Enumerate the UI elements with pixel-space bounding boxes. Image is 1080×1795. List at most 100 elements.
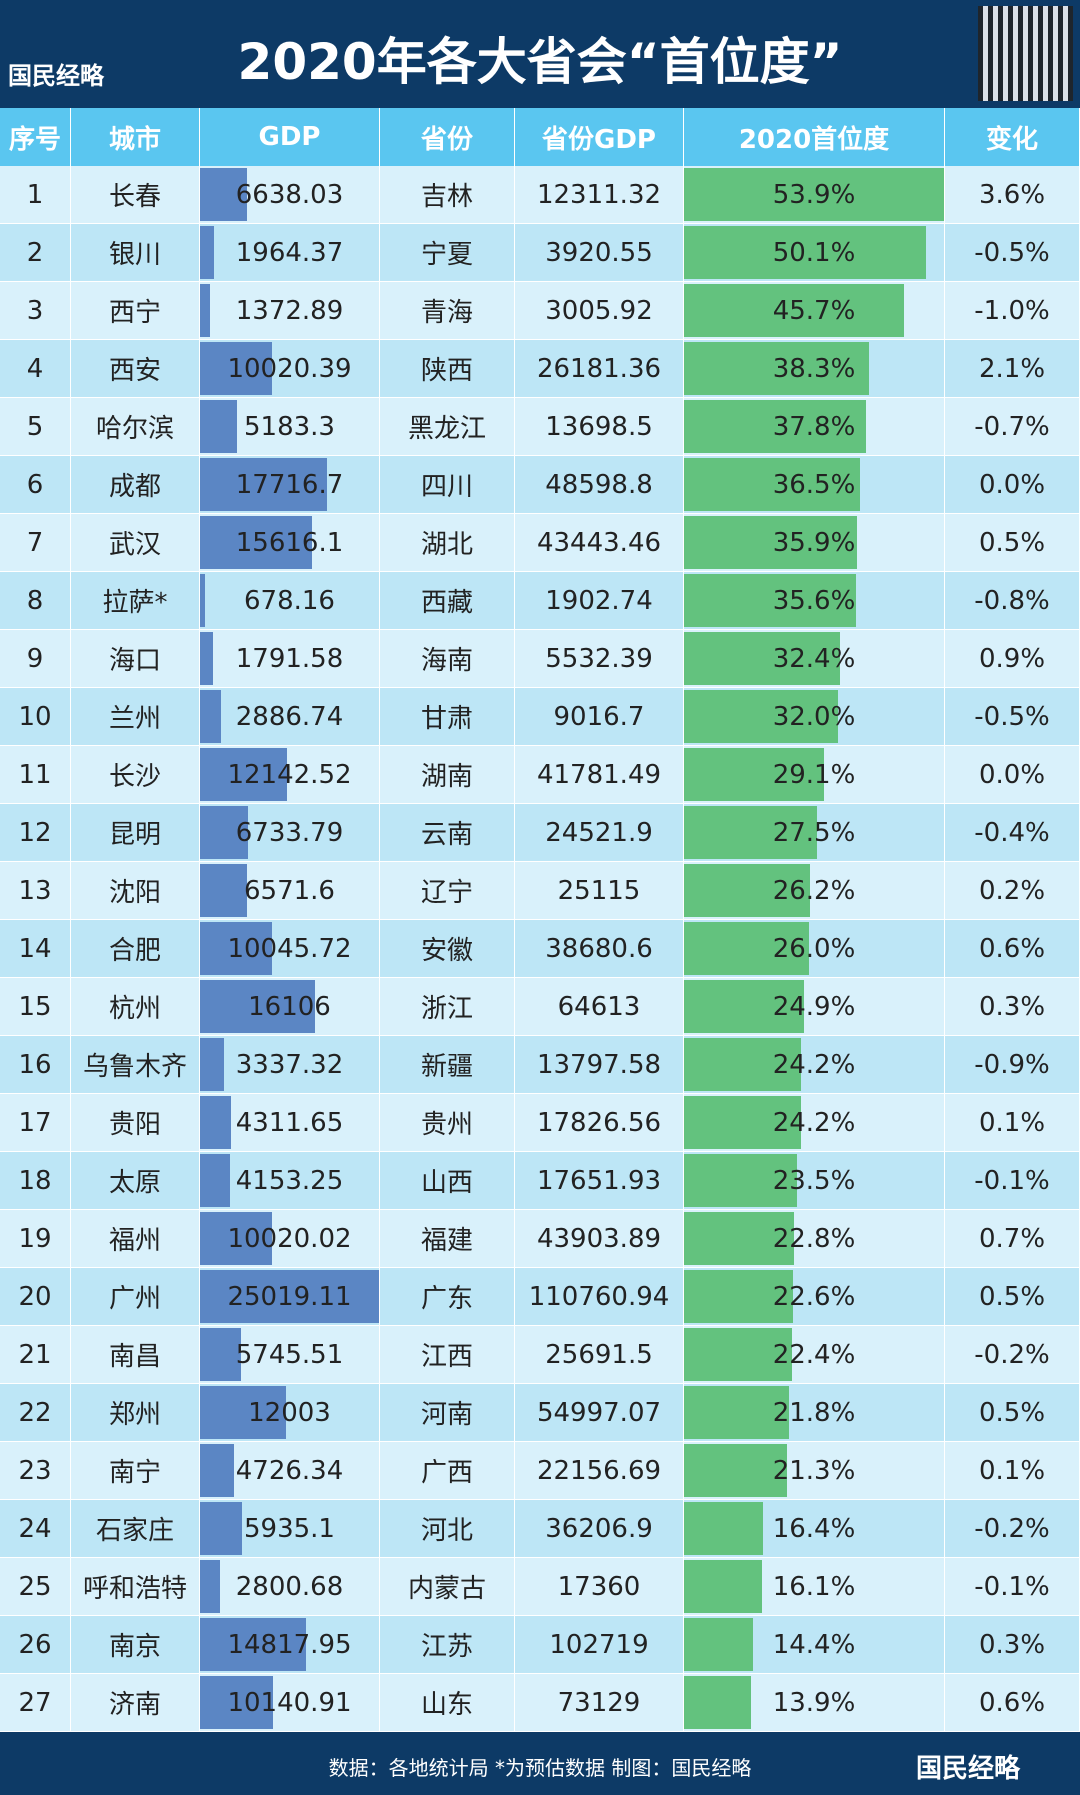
cell-text: 0.5% <box>978 1397 1046 1428</box>
cell-text: 宁夏 <box>420 240 473 270</box>
cell-text: -0.1% <box>974 1571 1050 1602</box>
cell-text: 6638.03 <box>235 179 344 210</box>
table-cell: 10140.91 <box>200 1674 380 1731</box>
table-cell: 22.6% <box>684 1268 945 1325</box>
table-cell: 8 <box>0 572 71 629</box>
table-row: 1 长春 6638.03 吉林 12311.32 53.9% 3.6% <box>0 166 1080 224</box>
primacy-bar <box>684 980 805 1033</box>
table-cell: 0.5% <box>945 514 1080 571</box>
table-cell: 17716.7 <box>200 456 380 513</box>
cell-text: 9 <box>26 643 44 674</box>
primacy-bar <box>684 1676 752 1729</box>
cell-text: 13.9% <box>772 1687 856 1718</box>
table-row: 27 济南 10140.91 山东 73129 13.9% 0.6% <box>0 1674 1080 1732</box>
cell-text: 石家庄 <box>95 1516 174 1546</box>
table-cell: 4311.65 <box>200 1094 380 1151</box>
table-cell: 3.6% <box>945 166 1080 223</box>
cell-text: 南昌 <box>108 1342 161 1372</box>
table-cell: 0.3% <box>945 1616 1080 1673</box>
gdp-bar <box>200 516 312 569</box>
table-row: 16 乌鲁木齐 3337.32 新疆 13797.58 24.2% -0.9% <box>0 1036 1080 1094</box>
table-cell: 广州 <box>71 1268 200 1325</box>
table-cell: 35.9% <box>684 514 945 571</box>
table-cell: 16106 <box>200 978 380 1035</box>
table-cell: 0.1% <box>945 1094 1080 1151</box>
primacy-bar <box>684 1154 798 1207</box>
cell-text: 18 <box>18 1165 52 1196</box>
primacy-bar <box>684 1618 754 1671</box>
table-cell: 24 <box>0 1500 71 1557</box>
table-cell: 合肥 <box>71 920 200 977</box>
table-cell: 兰州 <box>71 688 200 745</box>
table-cell: 26.0% <box>684 920 945 977</box>
table-cell: 辽宁 <box>380 862 515 919</box>
table-cell: 1372.89 <box>200 282 380 339</box>
gdp-bar <box>200 1502 243 1555</box>
cell-text: 银川 <box>108 240 161 270</box>
cell-text: 17 <box>18 1107 52 1138</box>
cell-text: 27.5% <box>772 817 856 848</box>
cell-text: 14817.95 <box>227 1629 352 1660</box>
cell-text: 35.9% <box>772 527 856 558</box>
table-cell: 11 <box>0 746 71 803</box>
table-cell: 15616.1 <box>200 514 380 571</box>
table-cell: 乌鲁木齐 <box>71 1036 200 1093</box>
cell-text: 38.3% <box>772 353 856 384</box>
cell-text: 16.1% <box>772 1571 856 1602</box>
cell-text: 四川 <box>420 472 473 502</box>
table-cell: 10 <box>0 688 71 745</box>
cell-text: 0.1% <box>978 1455 1046 1486</box>
table-cell: 14817.95 <box>200 1616 380 1673</box>
table-cell: 9016.7 <box>515 688 684 745</box>
table-cell: 23.5% <box>684 1152 945 1209</box>
table-cell: 0.5% <box>945 1268 1080 1325</box>
footer: 数据：各地统计局 *为预估数据 制图：国民经略 国民经略 <box>0 1732 1080 1795</box>
cell-text: 0.3% <box>978 1629 1046 1660</box>
cell-text: 0.7% <box>978 1223 1046 1254</box>
qr-code[interactable] <box>978 6 1073 101</box>
cell-text: 36206.9 <box>545 1513 653 1544</box>
table-cell: 济南 <box>71 1674 200 1731</box>
table-row: 8 拉萨* 678.16 西藏 1902.74 35.6% -0.8% <box>0 572 1080 630</box>
table-cell: 64613 <box>515 978 684 1035</box>
cell-text: 2886.74 <box>235 701 344 732</box>
primacy-bar <box>684 1328 793 1381</box>
table-cell: 福州 <box>71 1210 200 1267</box>
cell-text: 22 <box>18 1397 52 1428</box>
gdp-bar <box>200 980 316 1033</box>
primacy-bar <box>684 226 926 279</box>
table-cell: 2.1% <box>945 340 1080 397</box>
table-cell: 四川 <box>380 456 515 513</box>
table-cell: 2 <box>0 224 71 281</box>
table-row: 17 贵阳 4311.65 贵州 17826.56 24.2% 0.1% <box>0 1094 1080 1152</box>
cell-text: -0.9% <box>974 1049 1050 1080</box>
cell-text: -0.5% <box>974 701 1050 732</box>
table-cell: 26 <box>0 1616 71 1673</box>
table-cell: 21.8% <box>684 1384 945 1441</box>
cell-text: 102719 <box>549 1629 649 1660</box>
table-cell: 5745.51 <box>200 1326 380 1383</box>
table-cell: 吉林 <box>380 166 515 223</box>
cell-text: 43903.89 <box>536 1223 662 1254</box>
table-cell: 22 <box>0 1384 71 1441</box>
table-cell: 海口 <box>71 630 200 687</box>
table-cell: 成都 <box>71 456 200 513</box>
cell-text: 长春 <box>108 182 161 212</box>
cell-text: 26.2% <box>772 875 856 906</box>
primacy-bar <box>684 1560 762 1613</box>
cell-text: 甘肃 <box>420 704 473 734</box>
gdp-bar <box>200 574 205 627</box>
table-cell: -1.0% <box>945 282 1080 339</box>
gdp-bar <box>200 1154 230 1207</box>
table-cell: 12311.32 <box>515 166 684 223</box>
cell-text: 24.9% <box>772 991 856 1022</box>
table-cell: 36206.9 <box>515 1500 684 1557</box>
table-cell: 山西 <box>380 1152 515 1209</box>
cell-text: 济南 <box>108 1690 161 1720</box>
table-cell: 5183.3 <box>200 398 380 455</box>
table-cell: 25115 <box>515 862 684 919</box>
table-cell: 26181.36 <box>515 340 684 397</box>
table-cell: 湖南 <box>380 746 515 803</box>
cell-text: 陕西 <box>420 356 473 386</box>
cell-text: 0.9% <box>978 643 1046 674</box>
